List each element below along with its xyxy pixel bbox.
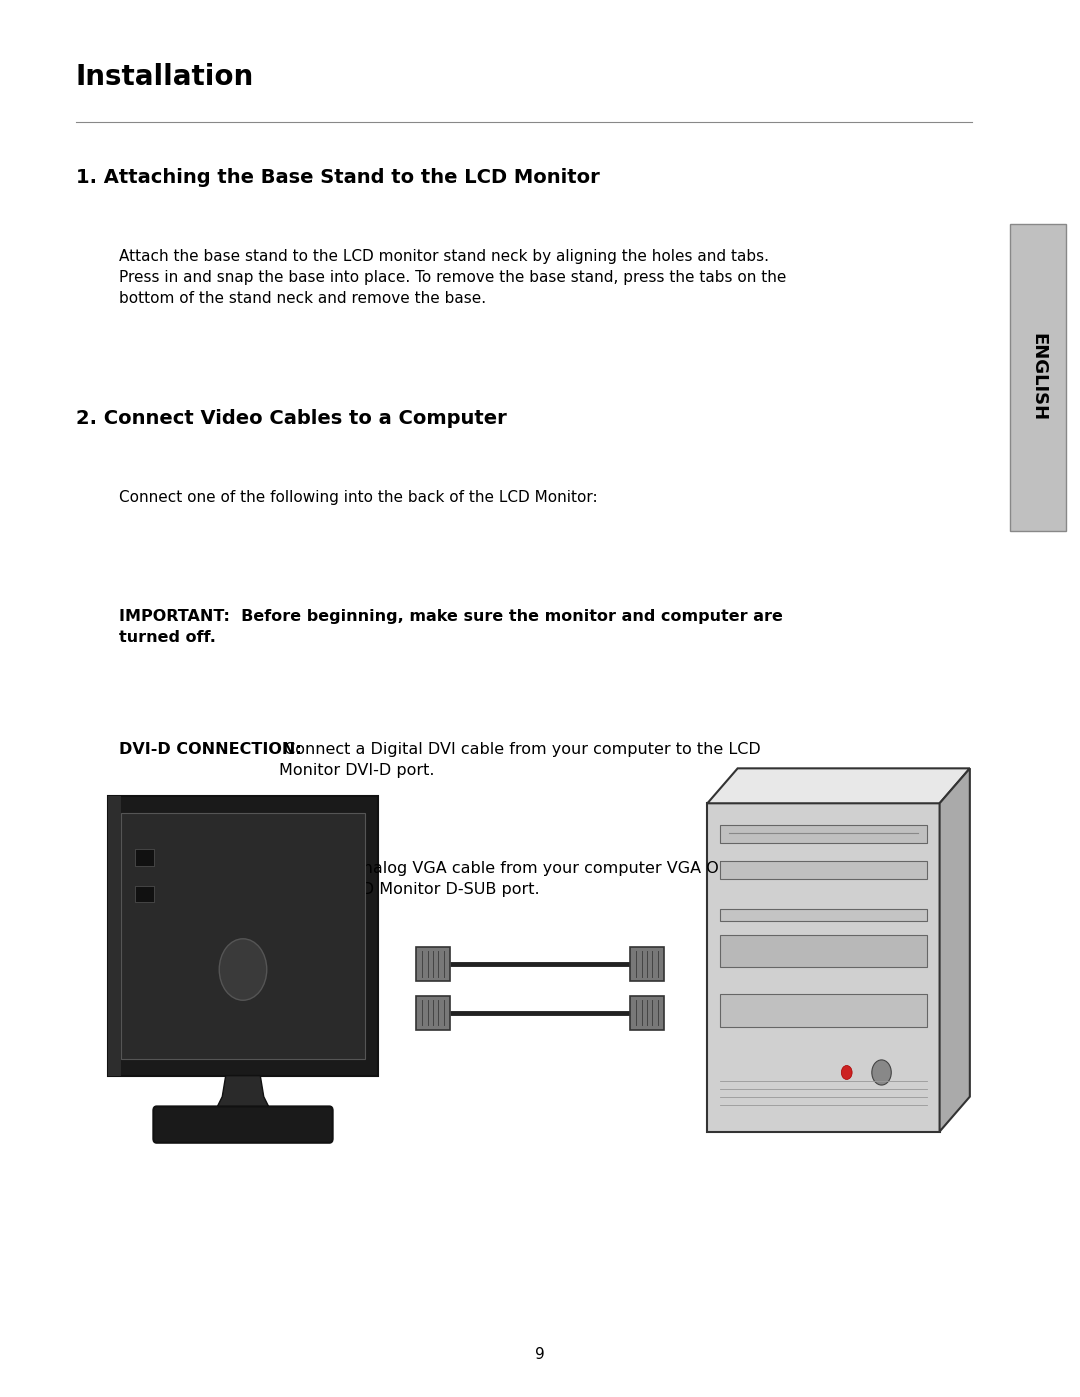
- Polygon shape: [940, 768, 970, 1132]
- Polygon shape: [707, 768, 970, 803]
- FancyBboxPatch shape: [720, 993, 927, 1027]
- FancyBboxPatch shape: [121, 813, 365, 1059]
- FancyBboxPatch shape: [416, 996, 450, 1030]
- FancyBboxPatch shape: [135, 849, 154, 866]
- Text: 1. Attaching the Base Stand to the LCD Monitor: 1. Attaching the Base Stand to the LCD M…: [76, 168, 599, 187]
- FancyBboxPatch shape: [630, 996, 664, 1030]
- FancyBboxPatch shape: [630, 947, 664, 981]
- Text: 2. Connect Video Cables to a Computer: 2. Connect Video Cables to a Computer: [76, 409, 507, 429]
- Polygon shape: [215, 1076, 271, 1111]
- Text: Connect an analog VGA cable from your computer VGA OUT
port to the LCD Monitor D: Connect an analog VGA cable from your co…: [251, 861, 740, 897]
- FancyBboxPatch shape: [108, 796, 378, 1076]
- Text: Connect one of the following into the back of the LCD Monitor:: Connect one of the following into the ba…: [119, 490, 597, 506]
- FancyBboxPatch shape: [135, 886, 154, 902]
- Text: DVI-D CONNECTION:: DVI-D CONNECTION:: [119, 742, 301, 757]
- Text: 9: 9: [535, 1347, 545, 1362]
- FancyBboxPatch shape: [108, 796, 121, 1076]
- FancyBboxPatch shape: [720, 935, 927, 967]
- Text: Attach the base stand to the LCD monitor stand neck by aligning the holes and ta: Attach the base stand to the LCD monitor…: [119, 249, 786, 306]
- Text: Connect a Digital DVI cable from your computer to the LCD
Monitor DVI-D port.: Connect a Digital DVI cable from your co…: [279, 742, 760, 778]
- FancyBboxPatch shape: [720, 909, 927, 922]
- FancyBboxPatch shape: [720, 824, 927, 842]
- Text: VGA CONNECTION:: VGA CONNECTION:: [119, 861, 287, 876]
- Circle shape: [841, 1066, 852, 1080]
- FancyBboxPatch shape: [720, 861, 927, 879]
- Circle shape: [219, 939, 267, 1000]
- Circle shape: [872, 1060, 891, 1085]
- FancyBboxPatch shape: [707, 803, 940, 1132]
- Text: Installation: Installation: [76, 63, 254, 91]
- FancyBboxPatch shape: [153, 1106, 333, 1143]
- FancyBboxPatch shape: [416, 947, 450, 981]
- FancyBboxPatch shape: [1010, 224, 1066, 531]
- Text: ENGLISH: ENGLISH: [1029, 332, 1047, 422]
- Text: IMPORTANT:  Before beginning, make sure the monitor and computer are
turned off.: IMPORTANT: Before beginning, make sure t…: [119, 609, 783, 645]
